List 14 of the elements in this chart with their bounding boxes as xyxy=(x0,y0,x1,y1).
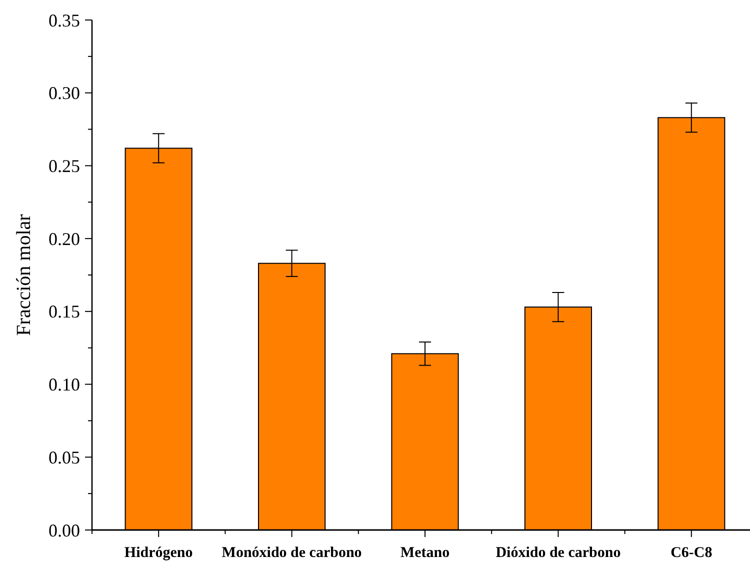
y-tick-label: 0.15 xyxy=(48,302,80,322)
y-tick-label: 0.20 xyxy=(48,228,80,249)
x-tick-label: Hidrógeno xyxy=(124,545,193,561)
y-tick-label: 0.30 xyxy=(48,83,80,104)
y-tick-label: 0.25 xyxy=(48,156,80,176)
x-tick-label: Dióxido de carbono xyxy=(496,545,621,561)
y-tick-label: 0.10 xyxy=(48,374,80,395)
y-tick-label: 0.05 xyxy=(48,447,80,468)
x-tick-label: C6-C8 xyxy=(670,545,712,561)
y-axis-title: Fracción molar xyxy=(13,214,35,336)
y-tick-label: 0.00 xyxy=(48,520,80,540)
y-tick-label: 0.35 xyxy=(48,10,80,30)
x-tick-label: Metano xyxy=(400,545,450,561)
x-tick-label: Monóxido de carbono xyxy=(222,545,362,561)
